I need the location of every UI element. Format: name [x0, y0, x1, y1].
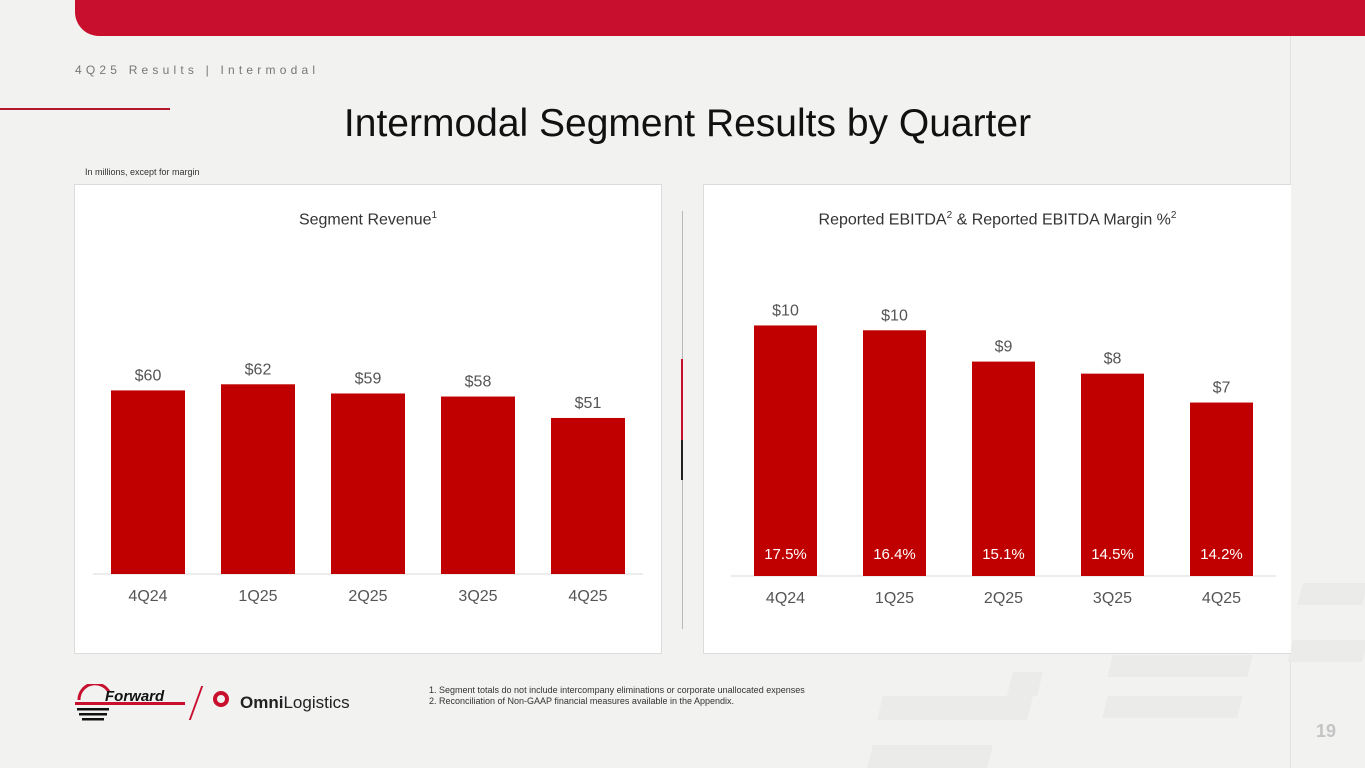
- ebitda-margin-label: 14.2%: [1200, 546, 1243, 563]
- decor-block: [1007, 672, 1043, 696]
- ebitda-bar: [1081, 373, 1144, 576]
- revenue-chart: $60 4Q24 $62 1Q25 $59 2Q25 $58 3Q25 $51 4Q25: [93, 361, 643, 605]
- ebitda-tick-label: 1Q25: [875, 590, 914, 607]
- page-number: 19: [1316, 721, 1337, 741]
- units-note: In millions, except for margin: [85, 167, 200, 177]
- revenue-title-footnote: 1: [431, 210, 438, 221]
- ebitda-margin-label: 17.5%: [764, 546, 807, 563]
- revenue-value-label: $60: [135, 367, 162, 384]
- ebitda-bar: [863, 330, 926, 576]
- revenue-tick-label: 4Q25: [568, 588, 607, 605]
- ebitda-value-label: $10: [772, 302, 799, 319]
- divider-accent: [681, 359, 683, 479]
- ebitda-title-footnote: 2: [946, 210, 953, 221]
- ebitda-panel: Reported EBITDA2 & Reported EBITDA Margi…: [703, 184, 1291, 654]
- ebitda-chart: $10 4Q24 17.5% $10 1Q25 16.4% $9 2Q25 15.1% $8 3Q2…: [731, 302, 1276, 607]
- omni-wordmark-light: Logistics: [283, 693, 350, 712]
- ebitda-tick-label: 4Q24: [766, 590, 805, 607]
- revenue-bar: [331, 393, 405, 574]
- logo-separator: [188, 686, 204, 720]
- revenue-chart-title: Segment Revenue1: [75, 210, 661, 229]
- decor-block: [1107, 655, 1253, 677]
- ebitda-tick-label: 3Q25: [1093, 590, 1132, 607]
- ebitda-title-footnote-2: 2: [1170, 210, 1177, 221]
- top-banner: [75, 0, 1365, 36]
- forward-logo-mark: [75, 682, 185, 721]
- ebitda-title-rest: & Reported EBITDA Margin %: [952, 211, 1171, 229]
- ebitda-value-label: $10: [881, 307, 908, 324]
- ebitda-value-label: $9: [995, 339, 1013, 356]
- ebitda-tick-label: 4Q25: [1202, 590, 1241, 607]
- ebitda-margin-label: 14.5%: [1091, 546, 1134, 563]
- revenue-tick-label: 3Q25: [458, 588, 497, 605]
- ebitda-tick-label: 2Q25: [984, 590, 1023, 607]
- forward-wordmark: Forward: [105, 688, 165, 705]
- revenue-tick-label: 1Q25: [238, 588, 277, 605]
- decor-block: [1102, 696, 1243, 718]
- divider-accent-dark: [681, 440, 683, 480]
- revenue-tick-label: 2Q25: [348, 588, 387, 605]
- breadcrumb: 4Q25 Results | Intermodal: [75, 63, 320, 77]
- ebitda-bar: [1190, 402, 1253, 576]
- decor-block: [877, 696, 1033, 720]
- revenue-value-label: $62: [245, 361, 272, 378]
- revenue-panel: Segment Revenue1 $60 4Q24 $62 1Q25 $59 2Q25 $5…: [74, 184, 662, 654]
- company-logos: Forward OmniLogistics: [75, 682, 375, 724]
- ebitda-value-label: $8: [1104, 351, 1122, 368]
- ebitda-chart-title: Reported EBITDA2 & Reported EBITDA Margi…: [704, 210, 1291, 229]
- footnote-1: 1. Segment totals do not include interco…: [429, 685, 805, 695]
- ebitda-bar: [972, 361, 1035, 576]
- decor-block: [867, 745, 993, 768]
- omni-logo-icon: [213, 691, 229, 707]
- ebitda-margin-label: 15.1%: [982, 546, 1025, 563]
- ebitda-value-label: $7: [1213, 380, 1231, 397]
- decor-block: [1297, 583, 1365, 605]
- revenue-value-label: $58: [465, 374, 492, 391]
- revenue-value-label: $59: [355, 370, 382, 387]
- ebitda-margin-label: 16.4%: [873, 546, 916, 563]
- revenue-bar: [111, 390, 185, 574]
- ebitda-title-text: Reported EBITDA: [818, 211, 947, 229]
- revenue-bar: [551, 417, 625, 574]
- page-title: Intermodal Segment Results by Quarter: [343, 102, 1032, 145]
- revenue-value-label: $51: [575, 395, 602, 412]
- accent-line: [0, 108, 170, 110]
- ebitda-bar: [754, 325, 817, 576]
- omni-wordmark: OmniLogistics: [240, 693, 350, 713]
- decor-block: [1287, 640, 1365, 662]
- revenue-tick-label: 4Q24: [128, 588, 167, 605]
- footnotes: 1. Segment totals do not include interco…: [429, 685, 805, 707]
- revenue-title-text: Segment Revenue: [298, 211, 432, 229]
- revenue-bar: [221, 384, 295, 574]
- footnote-2: 2. Reconciliation of Non-GAAP financial …: [429, 696, 735, 706]
- forward-logo: Forward: [75, 682, 190, 724]
- omni-wordmark-bold: Omni: [240, 693, 284, 712]
- revenue-bar: [441, 396, 515, 574]
